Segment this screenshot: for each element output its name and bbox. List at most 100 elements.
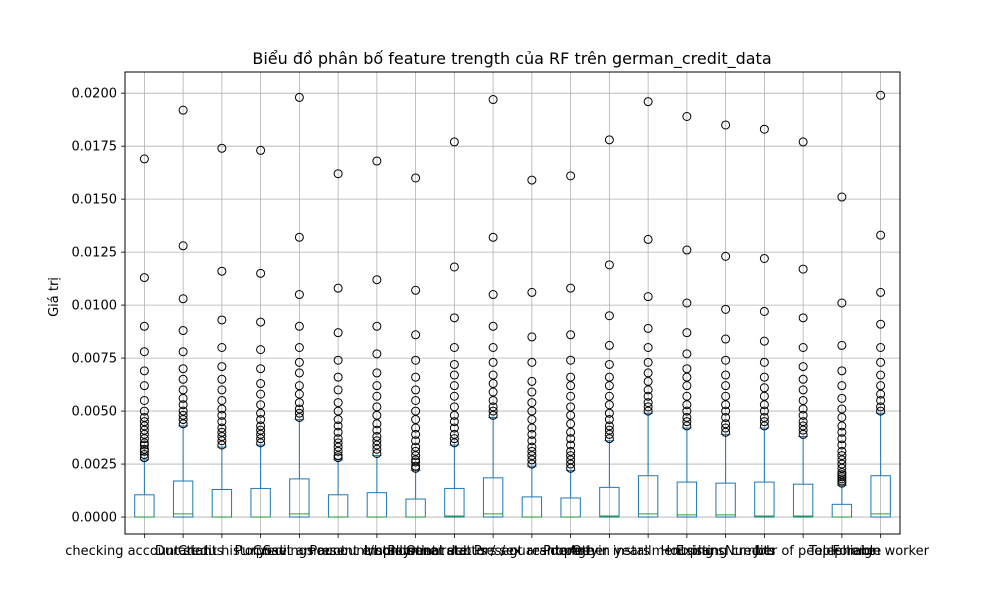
x-tick-label: Property (543, 544, 598, 559)
outlier-point (488, 406, 498, 416)
outlier-point (759, 124, 769, 134)
box-iqr (482, 477, 504, 518)
outlier-point (333, 169, 343, 179)
x-tick-label: Duration (155, 544, 211, 559)
outlier-point (566, 330, 576, 340)
outlier-point (876, 370, 886, 380)
box-group (366, 156, 388, 518)
outlier-point (294, 357, 304, 367)
outlier-point (798, 264, 808, 274)
outlier-point (798, 421, 808, 431)
outlier-point (566, 446, 576, 456)
outlier-point (333, 438, 343, 448)
box-group (405, 173, 426, 518)
outlier-point (449, 262, 459, 272)
outlier-point (256, 415, 266, 425)
box-group (792, 137, 814, 518)
outlier-point (721, 391, 731, 401)
outlier-point (798, 313, 808, 323)
outlier-point (139, 366, 149, 376)
outlier-point (139, 347, 149, 357)
outlier-point (759, 253, 769, 263)
outlier-point (333, 283, 343, 293)
box-group (327, 169, 349, 518)
outlier-point (643, 323, 653, 333)
outlier-point (449, 402, 459, 412)
outlier-point (411, 461, 421, 471)
outlier-point (178, 410, 188, 420)
outlier-point (566, 402, 576, 412)
outlier-point (682, 412, 692, 422)
outlier-point (604, 260, 614, 270)
outlier-point (527, 376, 537, 386)
outlier-point (372, 368, 382, 378)
outlier-point (527, 442, 537, 452)
x-tick-label: Telephone (808, 544, 875, 559)
outlier-point (721, 304, 731, 314)
outlier-point (139, 444, 149, 454)
outlier-point (837, 340, 847, 350)
outlier-point (449, 359, 459, 369)
outlier-point (643, 234, 653, 244)
outlier-point (372, 391, 382, 401)
outlier-point (488, 402, 498, 412)
outlier-point (527, 446, 537, 456)
outlier-point (411, 429, 421, 439)
x-tick-label: Housing (660, 544, 713, 559)
outlier-point (837, 298, 847, 308)
outlier-point (372, 381, 382, 391)
outlier-point (256, 400, 266, 410)
box-group (172, 105, 194, 518)
box-group (211, 143, 233, 518)
box-iqr (792, 483, 814, 518)
outlier-point (759, 383, 769, 393)
outlier-point (837, 446, 847, 456)
outlier-point (372, 425, 382, 435)
outlier-point (256, 268, 266, 278)
outlier-point (876, 395, 886, 405)
outlier-point (837, 393, 847, 403)
x-tick-label: Other debtors / guarantors (406, 544, 581, 559)
outlier-point (294, 232, 304, 242)
outlier-point (604, 135, 614, 145)
outlier-point (294, 408, 304, 418)
outlier-point (643, 391, 653, 401)
outlier-point (178, 105, 188, 115)
outlier-point (178, 406, 188, 416)
chart-title: Biểu đồ phân bố feature trength của RF t… (252, 49, 771, 69)
outlier-point (449, 429, 459, 439)
outlier-point (372, 275, 382, 285)
outlier-point (604, 415, 614, 425)
outlier-point (643, 357, 653, 367)
outlier-point (217, 423, 227, 433)
outlier-point (217, 417, 227, 427)
outlier-point (876, 406, 886, 416)
outlier-point (759, 412, 769, 422)
y-tick-label: 0.0050 (72, 405, 118, 420)
outlier-point (604, 340, 614, 350)
box-plot-series (134, 90, 891, 518)
outlier-point (837, 366, 847, 376)
outlier-point (759, 306, 769, 316)
y-axis-ticks: 0.0000 0.0025 0.0050 0.0075 0.0100 0.0125 0.01… (72, 87, 125, 526)
x-tick-label: Other installment plans (572, 544, 725, 559)
outlier-point (837, 451, 847, 461)
outlier-point (411, 355, 421, 365)
outlier-point (566, 372, 576, 382)
box-iqr (444, 487, 465, 518)
outlier-point (682, 364, 692, 374)
outlier-point (759, 406, 769, 416)
outlier-point (372, 156, 382, 166)
outlier-point (721, 120, 731, 130)
outlier-point (217, 315, 227, 325)
outlier-point (604, 421, 614, 431)
outlier-point (566, 355, 576, 365)
outlier-point (876, 90, 886, 100)
outlier-point (721, 355, 731, 365)
outlier-point (333, 434, 343, 444)
box-group (831, 192, 853, 518)
outlier-point (682, 112, 692, 122)
x-tick-label: Existing credits (676, 544, 776, 559)
outlier-point (372, 349, 382, 359)
